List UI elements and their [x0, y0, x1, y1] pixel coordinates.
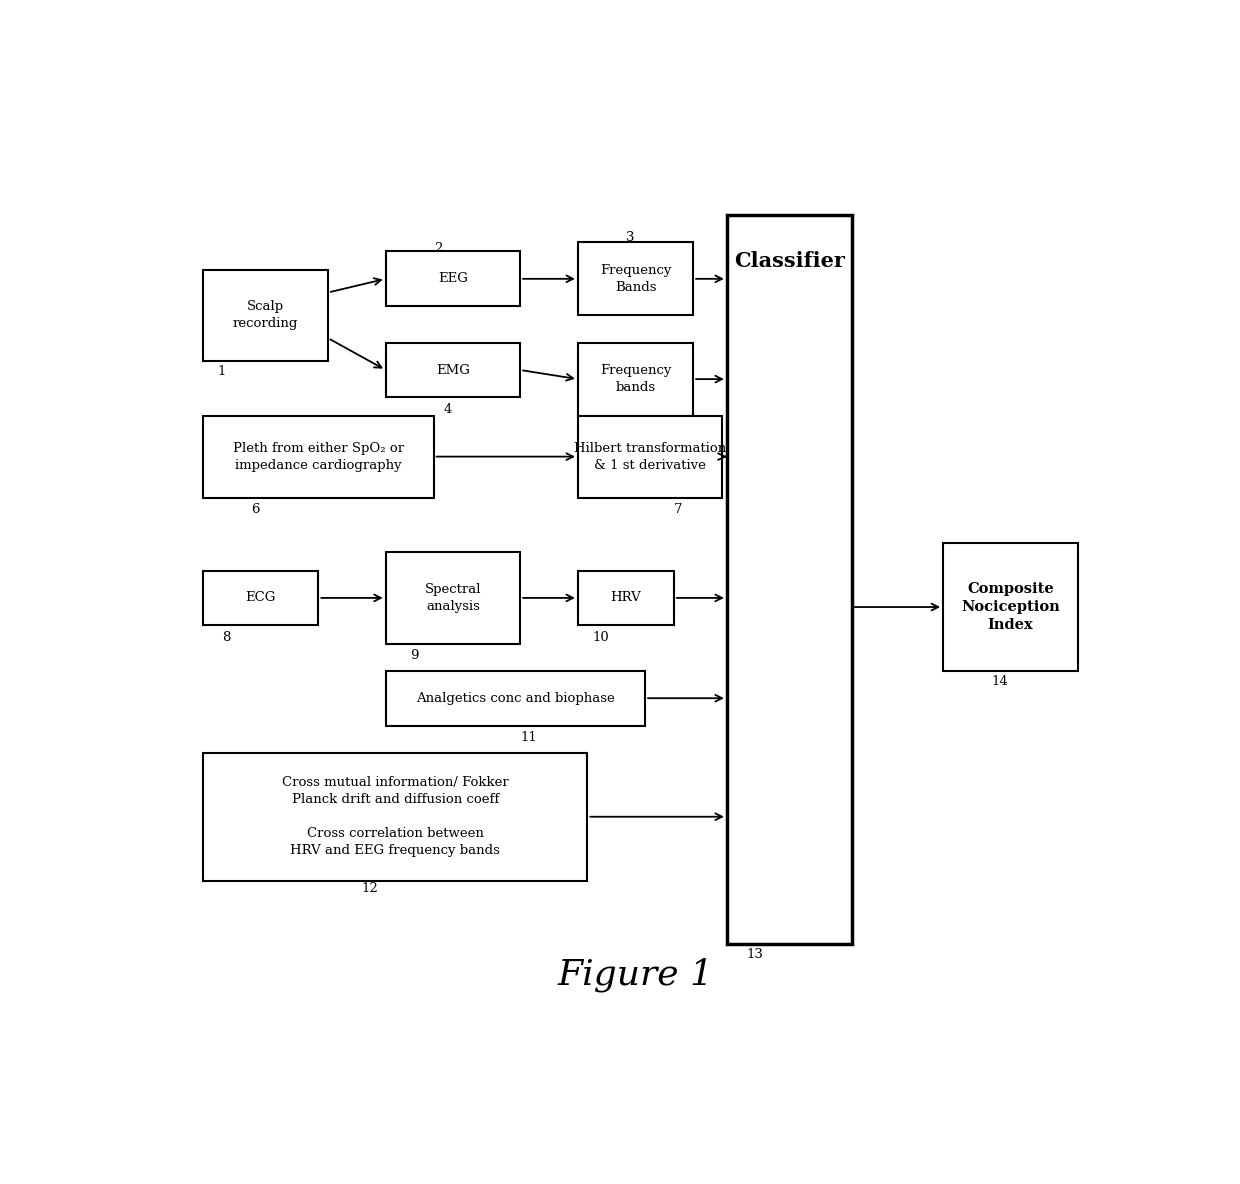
FancyBboxPatch shape — [203, 571, 319, 625]
Text: Classifier: Classifier — [734, 251, 844, 271]
Text: 4: 4 — [444, 403, 451, 416]
Text: 9: 9 — [409, 649, 418, 662]
Text: 2: 2 — [434, 243, 443, 256]
FancyBboxPatch shape — [942, 543, 1078, 671]
FancyBboxPatch shape — [386, 342, 521, 398]
Text: HRV: HRV — [610, 592, 641, 604]
Text: Frequency
Bands: Frequency Bands — [600, 264, 671, 294]
FancyBboxPatch shape — [578, 342, 693, 416]
Text: Hilbert transformation
& 1 st derivative: Hilbert transformation & 1 st derivative — [574, 442, 727, 471]
Text: 7: 7 — [675, 503, 682, 516]
Text: Pleth from either SpO₂ or
impedance cardiography: Pleth from either SpO₂ or impedance card… — [233, 442, 404, 471]
Text: Scalp
recording: Scalp recording — [233, 301, 298, 330]
Text: ECG: ECG — [246, 592, 275, 604]
Text: 6: 6 — [250, 503, 259, 516]
FancyBboxPatch shape — [386, 251, 521, 307]
Text: Cross mutual information/ Fokker
Planck drift and diffusion coeff

Cross correla: Cross mutual information/ Fokker Planck … — [281, 777, 508, 857]
Text: 8: 8 — [222, 631, 231, 644]
FancyBboxPatch shape — [578, 243, 693, 315]
Text: Frequency
bands: Frequency bands — [600, 365, 671, 394]
Text: EMG: EMG — [436, 363, 470, 377]
Text: 1: 1 — [217, 366, 226, 379]
Text: 13: 13 — [746, 948, 763, 961]
Text: 11: 11 — [521, 731, 537, 744]
FancyBboxPatch shape — [203, 270, 327, 361]
Text: Composite
Nociception
Index: Composite Nociception Index — [961, 581, 1060, 632]
Text: Figure 1: Figure 1 — [558, 958, 713, 992]
FancyBboxPatch shape — [386, 671, 645, 726]
Text: 5: 5 — [626, 422, 635, 435]
Text: 3: 3 — [626, 231, 635, 244]
Text: Analgetics conc and biophase: Analgetics conc and biophase — [415, 691, 615, 704]
Text: EEG: EEG — [438, 272, 467, 285]
FancyBboxPatch shape — [578, 416, 722, 497]
FancyBboxPatch shape — [203, 753, 588, 881]
Text: 10: 10 — [593, 631, 609, 644]
FancyBboxPatch shape — [578, 571, 675, 625]
Text: 12: 12 — [362, 882, 378, 895]
Text: 14: 14 — [991, 675, 1008, 688]
FancyBboxPatch shape — [386, 552, 521, 644]
FancyBboxPatch shape — [727, 215, 852, 945]
FancyBboxPatch shape — [203, 416, 434, 497]
Text: Spectral
analysis: Spectral analysis — [424, 583, 481, 613]
